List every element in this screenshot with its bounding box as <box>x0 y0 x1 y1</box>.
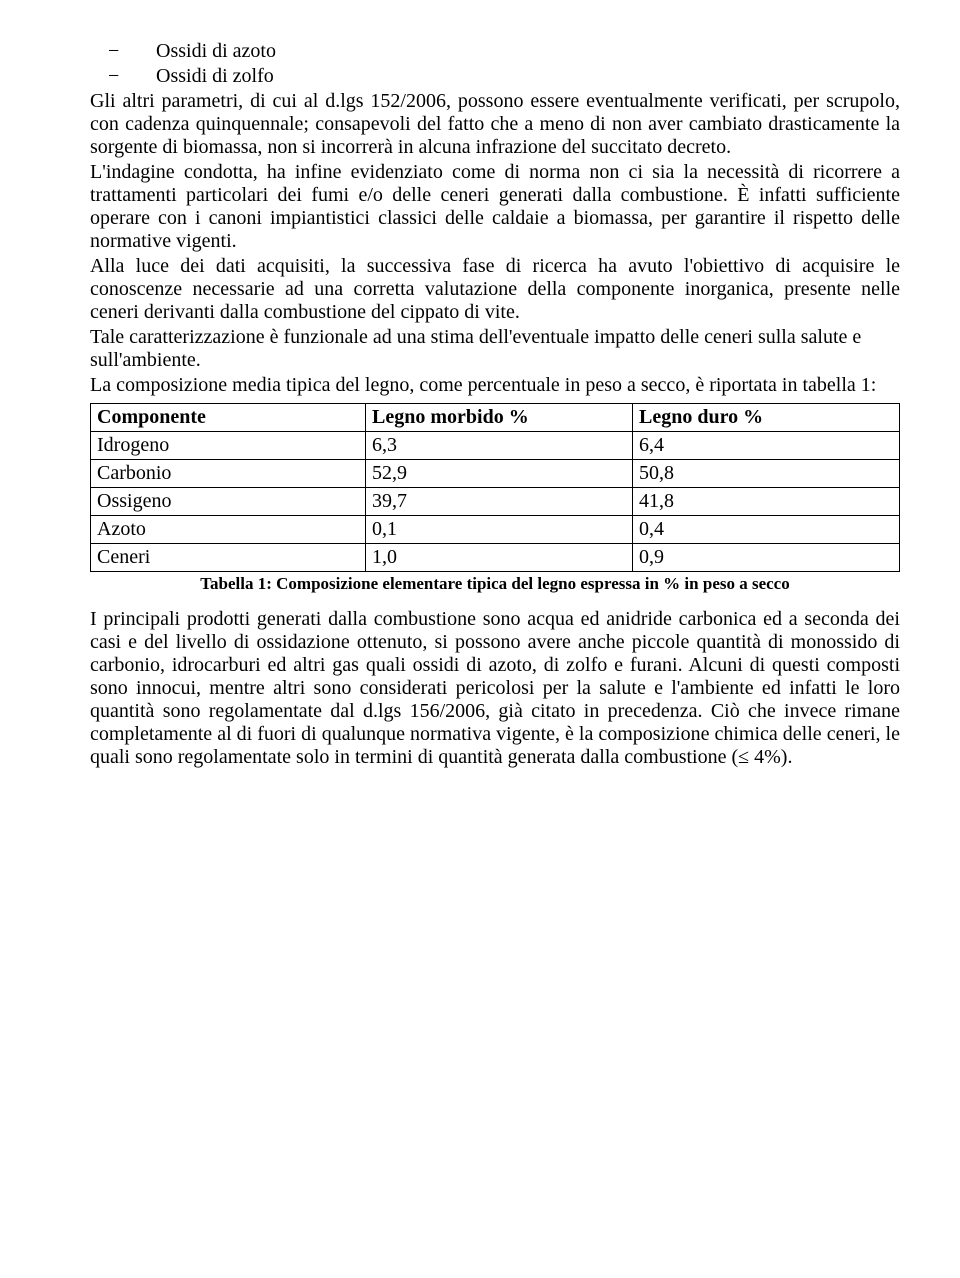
paragraph-allaluce: Alla luce dei dati acquisiti, la success… <box>90 255 900 324</box>
list-item: − Ossidi di zolfo <box>90 65 900 88</box>
paragraph-indagine: L'indagine condotta, ha infine evidenzia… <box>90 161 900 253</box>
table-cell: 0,4 <box>633 516 900 544</box>
bullet-text: Ossidi di azoto <box>156 40 900 63</box>
table-cell: 52,9 <box>366 460 633 488</box>
table-cell: 1,0 <box>366 544 633 572</box>
table-cell: 0,1 <box>366 516 633 544</box>
paragraph-intro: Gli altri parametri, di cui al d.lgs 152… <box>90 90 900 159</box>
table-header: Legno morbido % <box>366 404 633 432</box>
table-cell: Azoto <box>91 516 366 544</box>
list-item: − Ossidi di azoto <box>90 40 900 63</box>
table-cell: Carbonio <box>91 460 366 488</box>
table-header: Componente <box>91 404 366 432</box>
paragraph-comp: La composizione media tipica del legno, … <box>90 374 900 397</box>
table-cell: 39,7 <box>366 488 633 516</box>
table-row: Idrogeno 6,3 6,4 <box>91 432 900 460</box>
table-header: Legno duro % <box>633 404 900 432</box>
bullet-text: Ossidi di zolfo <box>156 65 900 88</box>
table-row: Ossigeno 39,7 41,8 <box>91 488 900 516</box>
table-row: Azoto 0,1 0,4 <box>91 516 900 544</box>
table-cell: 0,9 <box>633 544 900 572</box>
composition-table: Componente Legno morbido % Legno duro % … <box>90 403 900 572</box>
table-row: Carbonio 52,9 50,8 <box>91 460 900 488</box>
table-header-row: Componente Legno morbido % Legno duro % <box>91 404 900 432</box>
table-cell: Ceneri <box>91 544 366 572</box>
dash-icon: − <box>90 65 156 88</box>
table-caption: Tabella 1: Composizione elementare tipic… <box>90 574 900 594</box>
table-cell: Ossigeno <box>91 488 366 516</box>
table-cell: 41,8 <box>633 488 900 516</box>
paragraph-tale: Tale caratterizzazione è funzionale ad u… <box>90 326 900 372</box>
table-row: Ceneri 1,0 0,9 <box>91 544 900 572</box>
bullet-list: − Ossidi di azoto − Ossidi di zolfo <box>90 40 900 88</box>
paragraph-final: I principali prodotti generati dalla com… <box>90 608 900 769</box>
table-cell: 6,4 <box>633 432 900 460</box>
table-cell: 6,3 <box>366 432 633 460</box>
table-cell: 50,8 <box>633 460 900 488</box>
table-cell: Idrogeno <box>91 432 366 460</box>
dash-icon: − <box>90 40 156 63</box>
